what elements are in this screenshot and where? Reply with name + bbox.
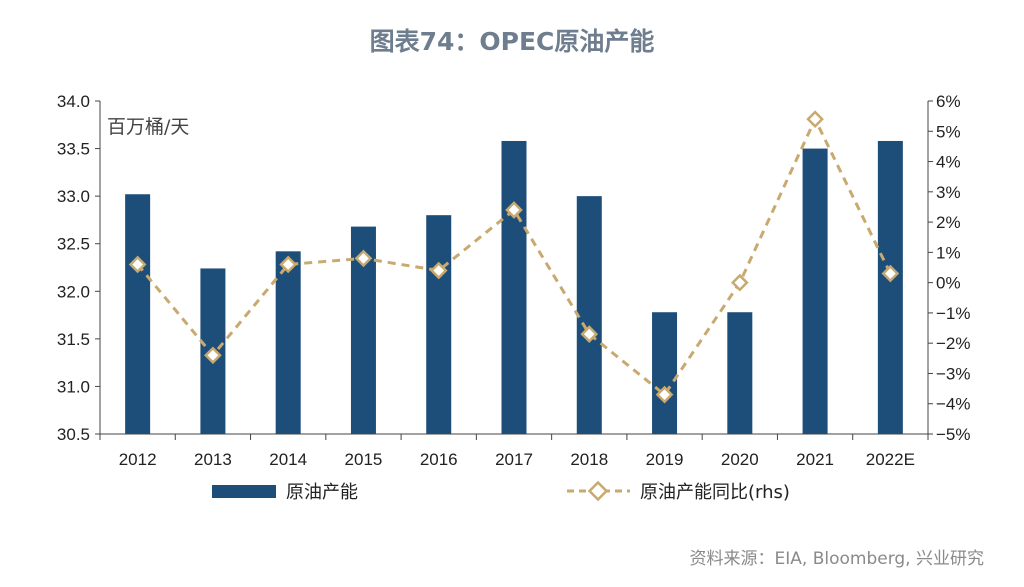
y-left-tick-label: 31.5 xyxy=(57,330,90,349)
legend-bar-label: 原油产能 xyxy=(286,482,358,503)
y-right-tick-label: 5% xyxy=(936,122,961,141)
y-right-tick-label: 1% xyxy=(936,243,961,262)
legend-line-marker xyxy=(587,480,609,502)
chart-title: 图表74：OPEC原油产能 xyxy=(369,27,655,56)
bar xyxy=(426,215,452,434)
y-left-tick-label: 33.5 xyxy=(57,140,90,159)
x-tick-label: 2013 xyxy=(194,450,232,469)
bar xyxy=(802,148,828,435)
y-left-tick-label: 33.0 xyxy=(57,187,90,206)
bar xyxy=(501,140,527,434)
line-point xyxy=(730,273,749,292)
y-left-tick-label: 31.0 xyxy=(57,377,90,396)
y-left-tick-label: 30.5 xyxy=(57,425,90,444)
x-tick-label: 2014 xyxy=(269,450,307,469)
x-tick-label: 2019 xyxy=(646,450,684,469)
x-tick-label: 2018 xyxy=(570,450,608,469)
line-series xyxy=(128,110,900,404)
bar xyxy=(877,140,903,434)
line-point xyxy=(354,249,373,268)
x-tick-label: 2022E xyxy=(866,450,915,469)
x-tick-label: 2012 xyxy=(119,450,157,469)
line-point xyxy=(204,346,222,365)
x-tick-label: 2017 xyxy=(495,450,533,469)
y-right-tick-label: 0% xyxy=(936,274,961,293)
y-right-tick-label: 2% xyxy=(936,213,961,232)
legend-line-label: 原油产能同比(rhs) xyxy=(640,482,790,503)
y-left-axis-label: 百万桶/天 xyxy=(107,116,189,138)
line-point xyxy=(505,201,523,219)
bar xyxy=(275,251,301,434)
bar xyxy=(576,196,602,434)
y-right-tick-label: 3% xyxy=(936,183,961,202)
x-tick-label: 2020 xyxy=(721,450,759,469)
bar xyxy=(727,312,753,434)
y-left-tick-label: 32.0 xyxy=(57,282,90,301)
x-tick-label: 2015 xyxy=(345,450,383,469)
y-left-tick-label: 34.0 xyxy=(57,92,90,111)
line-point xyxy=(279,255,298,274)
y-right-tick-label: −1% xyxy=(936,304,971,323)
line-point xyxy=(881,264,900,283)
line-point xyxy=(128,255,147,274)
y-right-tick-label: 6% xyxy=(936,92,961,111)
bar xyxy=(125,194,151,434)
source-note: 资料来源：EIA, Bloomberg, 兴业研究 xyxy=(689,549,984,569)
y-right-tick-label: −3% xyxy=(936,364,971,383)
bars-series xyxy=(125,140,903,435)
y-right-tick-label: −4% xyxy=(936,395,971,414)
legend: 原油产能 原油产能同比(rhs) xyxy=(212,480,790,503)
x-tick-label: 2021 xyxy=(796,450,834,469)
line-point xyxy=(429,261,448,280)
y-right-tick-label: 4% xyxy=(936,153,961,172)
line-point xyxy=(580,325,599,343)
bar xyxy=(652,312,678,434)
y-right-tick-label: −2% xyxy=(936,334,971,353)
y-left-tick-label: 32.5 xyxy=(57,235,90,254)
x-tick-label: 2016 xyxy=(420,450,458,469)
yoy-line xyxy=(136,115,892,397)
legend-bar-swatch xyxy=(212,485,276,498)
line-point xyxy=(806,110,824,129)
y-right-tick-label: −5% xyxy=(936,425,971,444)
line-point xyxy=(655,385,674,404)
tick-labels: 30.5 31.0 31.5 32.0 32.5 33.0 33.5 34.0 −5% −4% −3… xyxy=(57,92,971,469)
